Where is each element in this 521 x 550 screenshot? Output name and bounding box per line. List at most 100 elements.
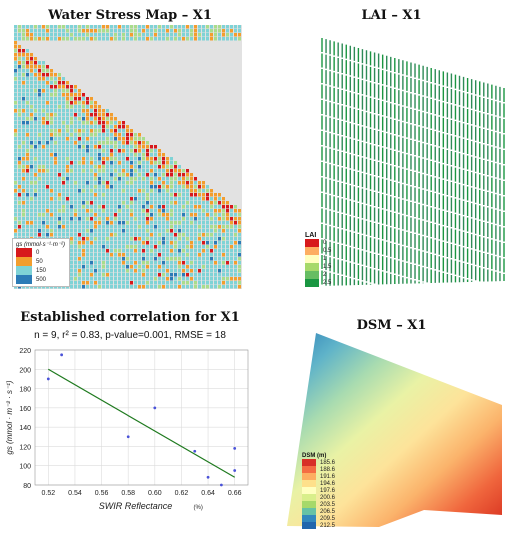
data-point [219,483,223,487]
dsm-legend-title: DSM (m) [302,453,327,459]
lai-legend-swatch [305,247,319,255]
lai-map [321,38,505,286]
lai-legend-item: 1.5 [305,263,347,271]
dsm-legend-swatch [302,501,316,508]
lai-legend-swatch [305,255,319,263]
data-point [46,377,50,381]
x-tick-label: 0.62 [175,490,189,497]
chart-grid [35,349,248,486]
stress-legend-label: 0 [36,249,40,256]
data-point [233,469,237,472]
dsm-legend: DSM (m) 185.6 188.6 191.6 194.6 197.6 200.6 20… [300,452,356,530]
dsm-legend-swatch [302,508,316,515]
y-tick-label: 160 [19,406,31,413]
stress-legend-item: 500 [16,275,66,284]
correlation-panel: Established correlation for X1 n = 9, r²… [0,300,260,550]
y-tick-label: 180 [19,387,31,394]
lai-rows [321,38,505,286]
x-tick-label: 0.56 [95,490,109,497]
dsm-legend-label: 206.5 [320,508,336,515]
stress-legend-item: 50 [16,257,66,266]
water-stress-map [14,25,242,289]
lai-legend-item: 1 [305,255,347,263]
dsm-legend-label: 209.5 [320,515,336,522]
data-point [193,449,197,453]
chart-axes: 80 100 120 140 160 180 200 220 0.52 0.54 0.56 0.58 0… [19,348,249,497]
x-tick-label: 0.58 [121,490,135,497]
lai-legend-item: 2 [305,271,347,279]
x-tick-label: 0.64 [201,490,215,497]
plot-frame [34,349,249,486]
y-tick-label: 200 [19,367,31,374]
y-tick-label: 80 [23,483,31,490]
stress-legend-swatch [16,257,32,266]
stress-legend-item: 150 [16,266,66,275]
dsm-legend-label: 188.6 [320,466,336,473]
water-stress-legend: gs (mmol·s⁻¹·m⁻²) 0 50 150 500 [12,238,70,287]
dsm-map [287,333,502,527]
dsm-surface [287,333,502,527]
x-tick-label: 0.66 [228,490,242,497]
dsm-legend-item: 200.6 [302,494,354,501]
dsm-legend-item: 188.6 [302,466,354,473]
stress-legend-label: 150 [36,267,47,274]
lai-legend-label: 0 [323,240,327,246]
dsm-legend-label: 185.6 [320,459,336,466]
dsm-legend-swatch [302,473,316,480]
lai-legend-title: LAI [305,232,317,239]
dsm-legend-swatch [302,487,316,494]
stress-cells [14,25,241,289]
x-tick-label: 0.60 [148,490,162,497]
lai-legend-label: 1.5 [323,264,332,270]
dsm-legend-item: 212.5 [302,522,354,529]
fit-line [48,368,235,478]
lai-title: LAI – X1 [361,8,422,23]
lai-legend-item: 0 [305,239,347,247]
dsm-legend-swatch [302,515,316,522]
lai-legend-label: 2.5 [323,280,332,286]
dsm-legend-item: 194.6 [302,480,354,487]
dsm-legend-label: 203.5 [320,501,336,508]
dsm-legend-label: 197.6 [320,487,336,494]
dsm-legend-item: 203.5 [302,501,354,508]
data-point [126,435,130,439]
stress-legend-swatch [16,266,32,275]
y-tick-label: 100 [19,464,31,471]
dsm-legend-label: 212.5 [320,522,336,529]
lai-legend-swatch [305,239,319,247]
lai-legend-swatch [305,263,319,271]
lai-legend-label: 2 [323,272,327,278]
chart-title: Established correlation for X1 [20,310,240,325]
dsm-legend-label: 200.6 [320,494,336,501]
water-stress-panel: Water Stress Map – X1 gs (mmol·s⁻¹·m⁻²) … [0,0,260,300]
stress-legend-item: 0 [16,248,66,257]
lai-legend: LAI 0 0.5 1 1.5 2 2.5 [302,230,350,289]
lai-legend-item: 2.5 [305,279,347,287]
y-tick-label: 220 [19,348,31,355]
dsm-legend-item: 197.6 [302,487,354,494]
dsm-legend-swatch [302,466,316,473]
stress-legend-label: 500 [36,276,47,283]
y-axis-label: gs (mmol · m⁻² · s⁻¹) [5,380,14,455]
data-point [233,446,237,450]
dsm-legend-swatch [302,459,316,466]
dsm-legend-item: 191.6 [302,473,354,480]
x-tick-label: 0.54 [68,490,82,497]
dsm-legend-label: 191.6 [320,473,336,480]
dsm-panel: DSM – X1 DSM (m) 185.6 188.6 191.6 194.6 197… [262,300,521,550]
x-axis-unit: (%) [194,505,203,511]
dsm-legend-swatch [302,480,316,487]
stress-legend-swatch [16,275,32,284]
dsm-legend-item: 206.5 [302,508,354,515]
water-stress-title: Water Stress Map – X1 [48,8,212,23]
chart-subtitle: n = 9, r² = 0.83, p-value=0.001, RMSE = … [34,330,226,341]
dsm-legend-item: 185.6 [302,459,354,466]
lai-legend-label: 0.5 [323,248,332,254]
stress-legend-swatch [16,248,32,257]
dsm-title: DSM – X1 [356,318,427,333]
data-point [153,406,157,410]
scatter-chart: 80 100 120 140 160 180 200 220 0.52 0.54 0.56 0.58 0… [5,348,249,511]
stress-legend-label: 50 [36,258,43,265]
x-tick-label: 0.52 [42,490,56,497]
data-point [206,475,210,479]
